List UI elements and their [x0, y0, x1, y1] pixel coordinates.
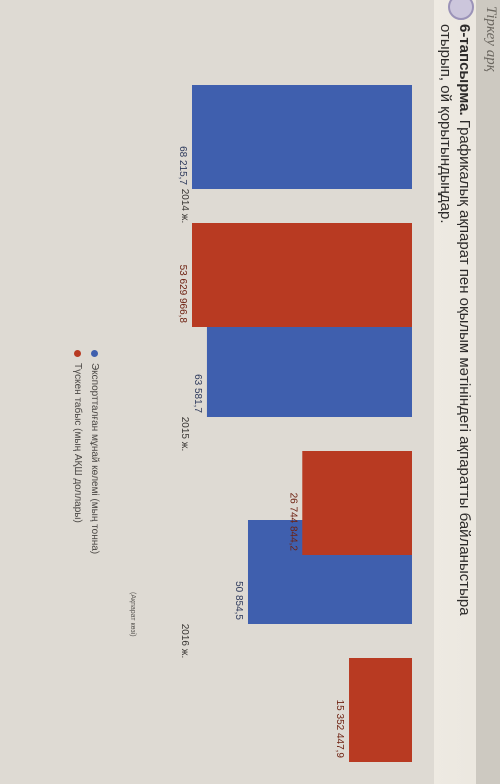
- task-text-line2: отырып, ой қорытындыңдар.: [437, 24, 454, 224]
- legend-dot-icon: [91, 350, 98, 357]
- legend-dot-icon: [74, 350, 81, 357]
- legend-item-revenue: Түскен табыс (мың АҚШ доллары): [72, 350, 83, 554]
- bar-value-label: 53 629 966,8: [177, 265, 188, 324]
- task-text-line1: Графикалық ақпарат пен оқылым мәтініндег…: [456, 119, 473, 616]
- task-number-icon: [448, 0, 474, 20]
- running-header-text: Тіркеу арқ: [483, 6, 499, 72]
- bar-chart: 68 215,7 63 581,7 50 854,5 53 629 966,8 26 7…: [177, 85, 412, 762]
- page-header: Тіркеу арқ: [476, 0, 500, 784]
- category-label: 2014 ж.: [179, 189, 190, 224]
- chart-legend: Экспортталған мұнай көлемі (мың тонна) Т…: [66, 350, 100, 554]
- category-label: 2016 ж.: [179, 624, 190, 659]
- legend-label-revenue: Түскен табыс (мың АҚШ доллары): [72, 363, 83, 523]
- bar-revenue-1: [192, 223, 412, 327]
- bar-export-2: [206, 313, 412, 417]
- bar-value-label: 15 352 447,9: [334, 700, 345, 759]
- legend-label-export: Экспортталған мұнай көлемі (мың тонна): [89, 363, 100, 555]
- source-note: (Ақпарат көзі): [129, 592, 136, 637]
- category-label: 2015 ж.: [179, 417, 190, 452]
- bar-revenue-2: [302, 451, 412, 555]
- bar-value-label: 50 854,5: [233, 581, 244, 620]
- bar-value-label: 63 581,7: [192, 374, 203, 413]
- bar-revenue-3: [349, 658, 412, 762]
- bar-value-label: 26 744 844,2: [287, 493, 298, 552]
- bar-export-1: [192, 85, 412, 189]
- task-number-label: 6-тапсырма.: [456, 24, 473, 116]
- legend-item-export: Экспортталған мұнай көлемі (мың тонна): [89, 350, 100, 554]
- bar-value-label: 68 215,7: [177, 146, 188, 185]
- task-title: 6-тапсырма. Графикалық ақпарат пен оқылы…: [456, 24, 473, 616]
